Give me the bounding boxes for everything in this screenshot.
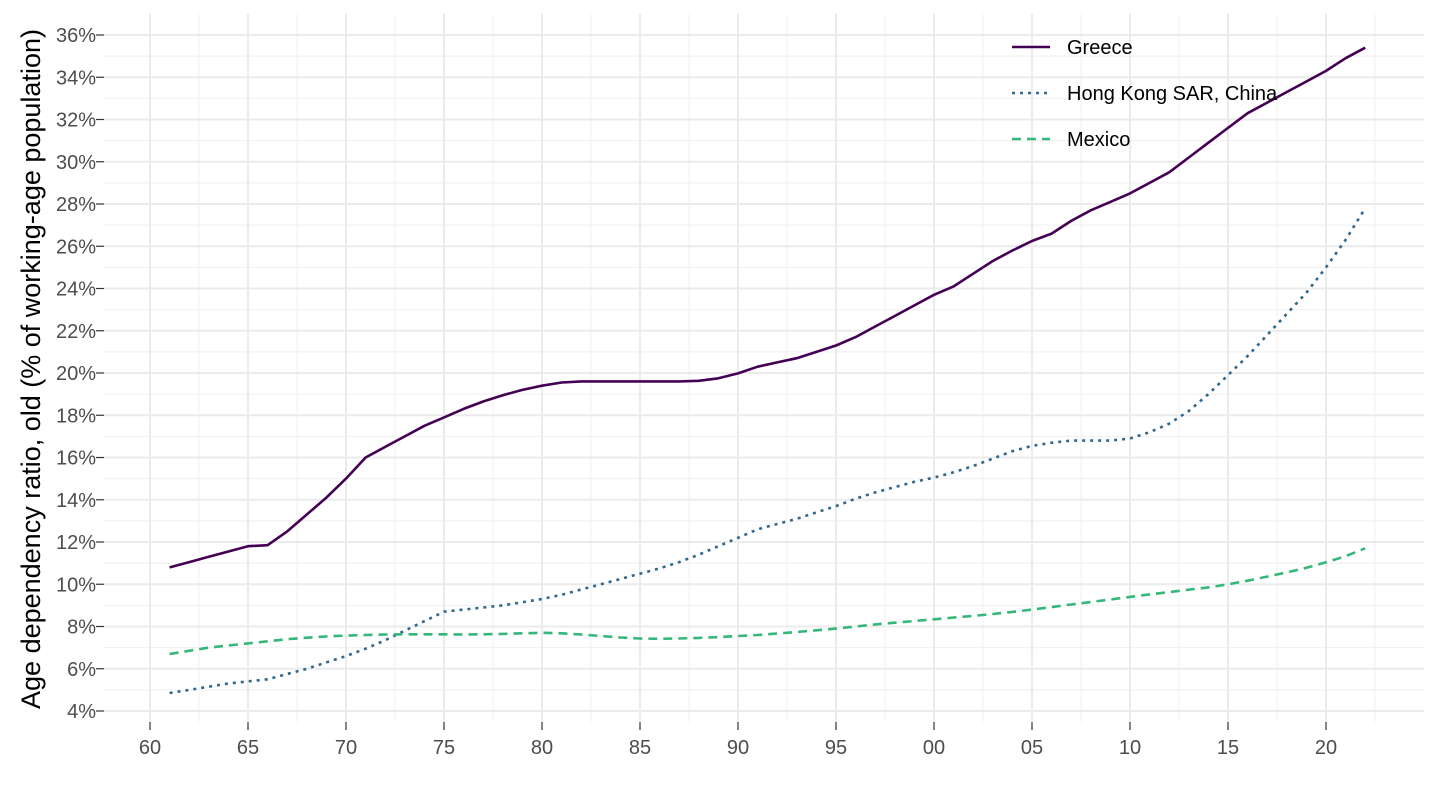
series-lines: [169, 46, 1367, 695]
y-tick-label: 14%: [56, 490, 96, 512]
y-tick-label: 16%: [56, 448, 96, 470]
x-tick-label: 70: [335, 737, 357, 759]
y-axis-tick-labels: 4% 6% 8% 10% 12% 14% 16% 18% 20% 22% 24% 26% 28% 30% 3…: [56, 25, 96, 723]
x-tick-label: 65: [237, 737, 259, 759]
x-tick-label: 20: [1315, 737, 1337, 759]
y-axis-title: Age dependency ratio, old (% of working-…: [16, 29, 46, 709]
y-tick-label: 34%: [56, 67, 96, 89]
y-tick-label: 8%: [67, 617, 96, 639]
y-tick-label: 6%: [67, 659, 96, 681]
major-gridlines: [104, 14, 1424, 722]
x-tick-label: 95: [825, 737, 847, 759]
y-tick-label: 10%: [56, 574, 96, 596]
y-tick-label: 36%: [56, 25, 96, 47]
x-tick-label: 15: [1217, 737, 1239, 759]
x-tick-label: 05: [1021, 737, 1043, 759]
series-line-greece: [169, 46, 1366, 569]
x-tick-label: 85: [629, 737, 651, 759]
x-axis-tick-labels: 60 65 70 75 80 85 90 95 00 05 10 15 20: [139, 737, 1337, 759]
y-tick-label: 22%: [56, 321, 96, 343]
series-line-mexico: [169, 547, 1366, 656]
x-tick-label: 00: [923, 737, 945, 759]
x-tick-label: 75: [433, 737, 455, 759]
x-tick-label: 80: [531, 737, 553, 759]
x-tick-label: 10: [1119, 737, 1141, 759]
y-tick-label: 18%: [56, 405, 96, 427]
minor-gridlines: [104, 14, 1424, 722]
legend-label: Greece: [1067, 37, 1133, 59]
legend-label: Hong Kong SAR, China: [1067, 83, 1278, 105]
y-tick-label: 24%: [56, 279, 96, 301]
y-tick-label: 20%: [56, 363, 96, 385]
y-tick-label: 30%: [56, 152, 96, 174]
y-tick-label: 28%: [56, 194, 96, 216]
legend: Greece Hong Kong SAR, China Mexico: [1012, 37, 1278, 151]
x-tick-label: 60: [139, 737, 161, 759]
y-tick-label: 26%: [56, 236, 96, 258]
legend-label: Mexico: [1067, 129, 1130, 151]
axis-tick-marks: [96, 34, 1327, 730]
y-tick-label: 4%: [67, 701, 96, 723]
y-tick-label: 12%: [56, 532, 96, 554]
series-line-hong-kong-sar-china: [169, 207, 1367, 695]
x-tick-label: 90: [727, 737, 749, 759]
y-tick-label: 32%: [56, 110, 96, 132]
